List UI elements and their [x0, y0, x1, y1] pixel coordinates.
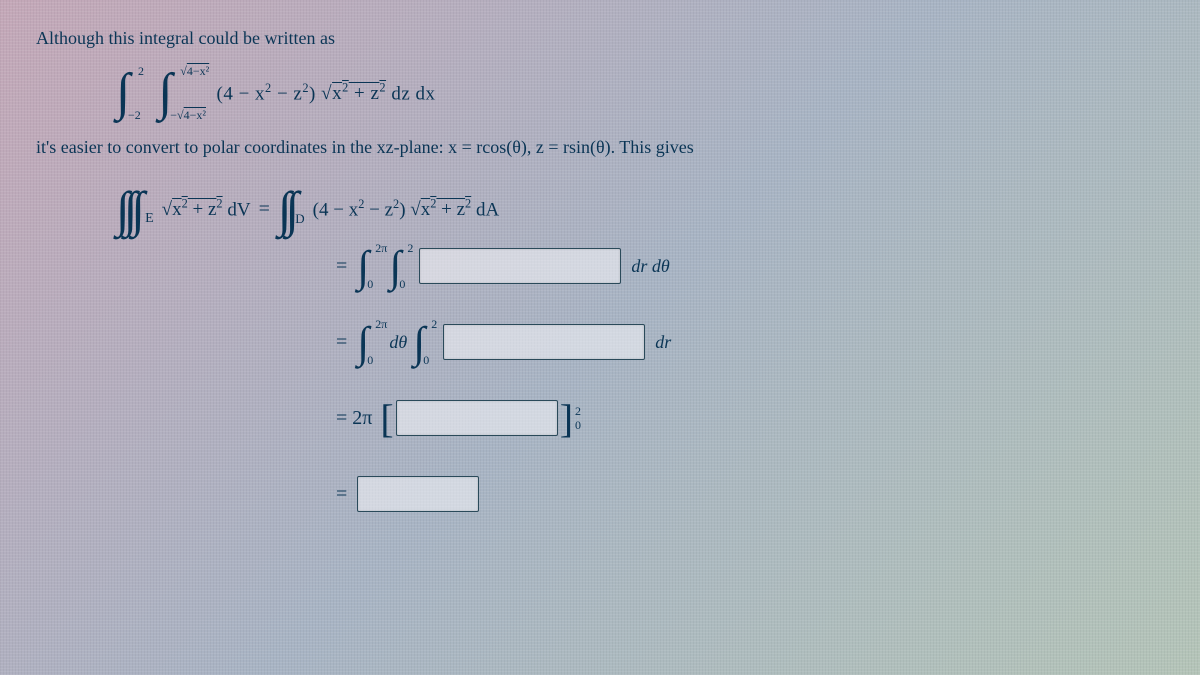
triple-integral-sign: ∫∫∫: [116, 180, 139, 238]
theta-lower-2: 0: [367, 353, 373, 368]
transition-text: it's easier to convert to polar coordina…: [36, 137, 1164, 158]
input-blank-4[interactable]: [357, 476, 479, 512]
theta-integral-sign-2: ∫ 2π 0: [357, 317, 369, 368]
lhs-integrand: x2 + z2 dV: [162, 197, 251, 221]
triple-integral-equation: ∫∫∫ E x2 + z2 dV = ∫∫ D (4 − x2 − z2) x2…: [116, 180, 1164, 238]
input-blank-1[interactable]: [419, 248, 621, 284]
equals-sign: =: [259, 198, 270, 221]
outer-integral-sign: ∫ 2 −2: [116, 67, 130, 119]
r-upper-2: 2: [431, 317, 437, 332]
cartesian-integrand: (4 − x2 − z2) x2 + z2 dz dx: [217, 81, 436, 105]
r-integral-sign-2: ∫ 2 0: [413, 317, 425, 368]
eval-upper: 2: [575, 404, 581, 418]
differentials-2: dr: [655, 332, 671, 353]
equals-sign: =: [336, 255, 347, 278]
r-lower-2: 0: [423, 353, 429, 368]
region-e: E: [145, 211, 154, 227]
eval-bracket-left: [: [378, 395, 395, 442]
polar-step-4: =: [336, 466, 1164, 522]
double-integral-sign: ∫∫: [278, 180, 293, 238]
r-integral-sign: ∫ 2 0: [389, 241, 401, 292]
theta-lower: 0: [367, 277, 373, 292]
r-lower: 0: [399, 277, 405, 292]
outer-lower-limit: −2: [128, 109, 141, 121]
region-d: D: [295, 211, 304, 227]
differentials-1: dr dθ: [631, 256, 669, 277]
theta-upper-2: 2π: [375, 317, 387, 332]
outer-upper-limit: 2: [138, 65, 144, 77]
intro-text: Although this integral could be written …: [36, 28, 1164, 49]
theta-integral-sign: ∫ 2π 0: [357, 241, 369, 292]
inner-integral-sign: ∫ 4−x² −4−x²: [158, 67, 172, 119]
inner-upper-limit: 4−x²: [180, 65, 209, 77]
polar-step-2: = ∫ 2π 0 dθ ∫ 2 0 dr: [336, 314, 1164, 370]
input-blank-3[interactable]: [396, 400, 558, 436]
eval-bracket-right: ] 2 0: [558, 395, 581, 442]
inner-lower-limit: −4−x²: [170, 109, 206, 121]
two-pi-prefix: = 2π: [336, 407, 372, 430]
polar-step-1: = ∫ 2π 0 ∫ 2 0 dr dθ: [336, 238, 1164, 294]
rhs-integrand: (4 − x2 − z2) x2 + z2 dA: [313, 197, 500, 221]
r-upper: 2: [407, 241, 413, 256]
eval-lower: 0: [575, 418, 581, 432]
dtheta-text: dθ: [389, 332, 407, 353]
polar-step-3: = 2π [ ] 2 0: [336, 390, 1164, 446]
input-blank-2[interactable]: [443, 324, 645, 360]
theta-upper: 2π: [375, 241, 387, 256]
equals-sign: =: [336, 331, 347, 354]
equals-sign: =: [336, 483, 347, 506]
cartesian-integral: ∫ 2 −2 ∫ 4−x² −4−x² (4 − x2 − z2) x2 + z…: [116, 67, 1164, 119]
